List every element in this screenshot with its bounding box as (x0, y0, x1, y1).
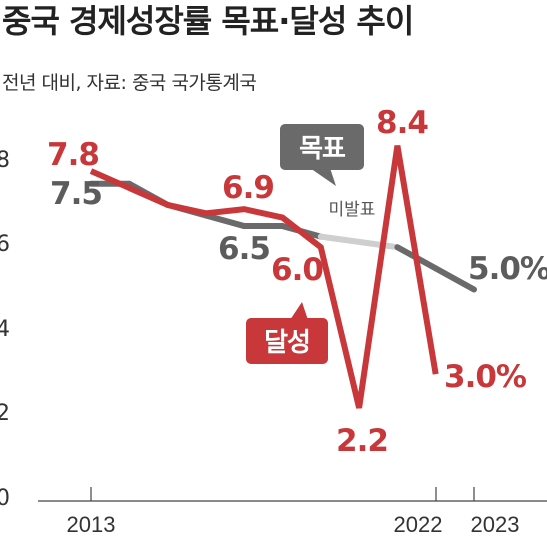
chart-subtitle: 전년 대비, 자료: 중국 국가통계국 (2, 72, 256, 94)
y-tick-6: 6 (0, 232, 10, 257)
label-actual-2020: 2.2 (336, 423, 388, 459)
chart-title: 중국 경제성장률 목표·달성 추이 (2, 2, 413, 40)
series-layer (88, 145, 477, 409)
label-target-2017: 6.5 (218, 231, 270, 267)
label-actual-2022: 3.0% (444, 359, 527, 395)
y-tick-4: 4 (0, 317, 10, 342)
legend-actual-label: 달성 (264, 328, 310, 358)
legend-target-badge: 목표 (280, 124, 364, 186)
target-line-segment-8 (432, 265, 477, 293)
y-tick-8: 8 (0, 148, 10, 173)
legend-actual-badge: 달성 (246, 302, 328, 364)
label-actual-2017: 6.9 (222, 170, 274, 206)
label-actual-2019: 6.0 (271, 252, 323, 288)
x-tick-2023: 2023 (471, 512, 520, 537)
x-tick-2022: 2022 (394, 512, 443, 537)
y-tick-0: 0 (0, 486, 10, 511)
x-tick-2013: 2013 (67, 512, 116, 537)
legend-target-label: 목표 (299, 134, 346, 164)
target-line-segment-3 (202, 212, 248, 230)
actual-line (89, 145, 439, 409)
label-target-2013: 7.5 (50, 176, 102, 212)
actual-badge-pointer (290, 302, 308, 320)
unmet-note: 미발표 (329, 200, 376, 220)
actual-badge-box (246, 318, 328, 364)
label-target-2023: 5.0% (468, 251, 547, 287)
axes: 8 6 4 2 0 2013 2022 2023 (0, 148, 547, 537)
y-tick-2: 2 (0, 401, 10, 426)
target-badge-box (280, 124, 364, 170)
target-badge-pointer (310, 168, 336, 186)
label-actual-2021: 8.4 (376, 105, 428, 141)
label-actual-2013: 7.8 (47, 137, 99, 173)
